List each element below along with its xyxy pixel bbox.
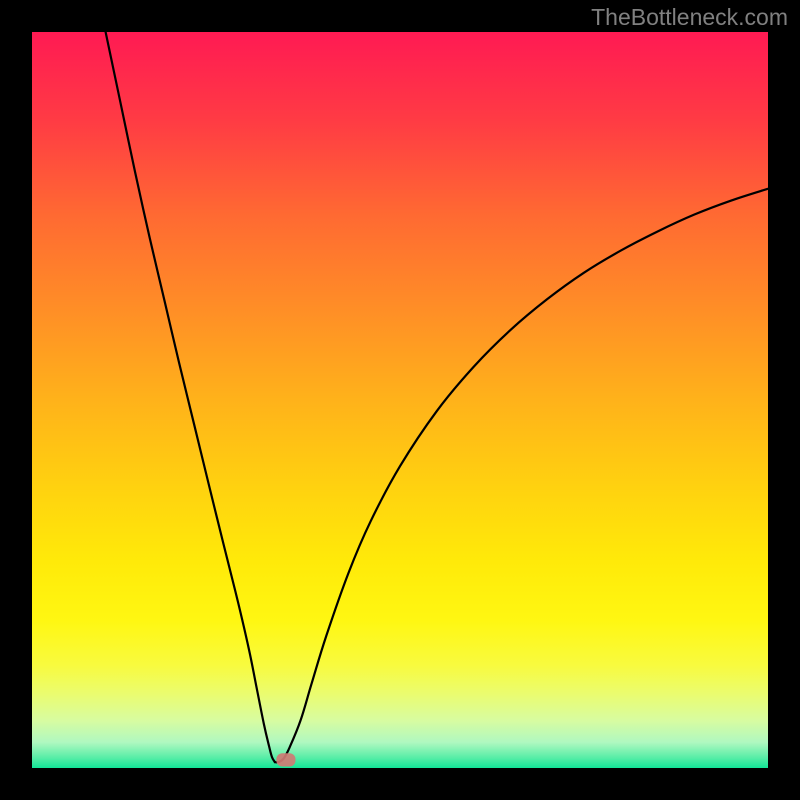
bottleneck-chart — [0, 0, 800, 800]
optimal-marker — [276, 753, 295, 766]
plot-background — [32, 32, 768, 768]
watermark-text: TheBottleneck.com — [591, 4, 788, 31]
